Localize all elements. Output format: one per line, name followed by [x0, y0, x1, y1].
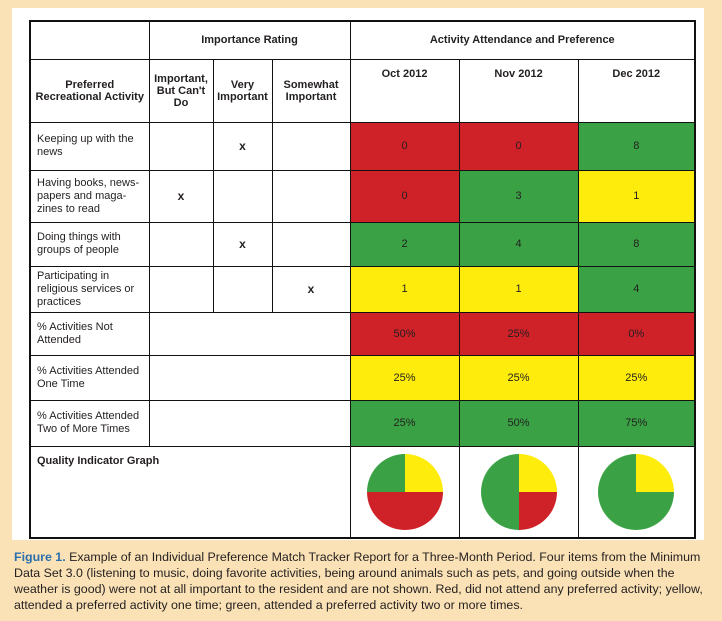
percent-cell: 25% [349, 399, 460, 447]
pie-chart-nov [480, 453, 557, 530]
summary-label: % Activities Attended One Time [29, 354, 150, 401]
attendance-cell: 8 [577, 121, 696, 171]
importance-mark [271, 221, 351, 267]
table-row: Keeping up with the news x 0 0 8 [29, 121, 696, 171]
pie-chart-cell-nov [458, 445, 579, 539]
activity-label: Doing things with groups of people [29, 221, 150, 267]
table-panel: Importance Rating Activity Attendance an… [12, 8, 704, 540]
column-header-very-important: Very Important [212, 58, 273, 123]
pie-chart-cell-oct [349, 445, 460, 539]
percent-cell: 50% [458, 399, 579, 447]
empty-cell [148, 311, 351, 356]
column-header-dec-2012: Dec 2012 [577, 58, 696, 123]
percent-cell: 50% [349, 311, 460, 356]
percent-cell: 25% [458, 311, 579, 356]
pie-chart-oct [366, 453, 443, 530]
attendance-cell: 1 [458, 265, 579, 313]
importance-mark: x [271, 265, 351, 313]
attendance-cell: 0 [458, 121, 579, 171]
importance-mark [212, 265, 273, 313]
importance-mark [271, 169, 351, 223]
column-header-somewhat-important: Somewhat Important [271, 58, 351, 123]
importance-mark [148, 265, 214, 313]
table-row: Doing things with groups of people x 2 4… [29, 221, 696, 267]
column-header-nov-2012: Nov 2012 [458, 58, 579, 123]
corner-cell [29, 20, 150, 60]
figure-caption: Figure 1. Example of an Individual Prefe… [14, 549, 710, 613]
attendance-cell: 4 [458, 221, 579, 267]
attendance-cell: 4 [577, 265, 696, 313]
table-row: % Activities Attended One Time 25% 25% 2… [29, 354, 696, 401]
attendance-cell: 8 [577, 221, 696, 267]
quality-indicator-label: Quality Indicator Graph [29, 445, 351, 539]
attendance-cell: 3 [458, 169, 579, 223]
percent-cell: 75% [577, 399, 696, 447]
importance-mark [212, 169, 273, 223]
figure-caption-label: Figure 1. [14, 550, 66, 564]
attendance-cell: 2 [349, 221, 460, 267]
empty-cell [148, 354, 351, 401]
pie-chart-cell-dec [577, 445, 696, 539]
summary-label: % Activities Not Attended [29, 311, 150, 356]
column-header-oct-2012: Oct 2012 [349, 58, 460, 123]
percent-cell: 25% [458, 354, 579, 401]
percent-cell: 25% [349, 354, 460, 401]
importance-mark [271, 121, 351, 171]
attendance-cell: 0 [349, 121, 460, 171]
table-row: Participating in religious services or p… [29, 265, 696, 313]
activity-label: Having books, news-papers and maga-zines… [29, 169, 150, 223]
percent-cell: 25% [577, 354, 696, 401]
preference-match-tracker-table: Importance Rating Activity Attendance an… [29, 20, 697, 539]
attendance-group-header: Activity Attendance and Preference [349, 20, 696, 60]
attendance-cell: 1 [349, 265, 460, 313]
importance-mark: x [148, 169, 214, 223]
importance-mark: x [212, 121, 273, 171]
attendance-cell: 0 [349, 169, 460, 223]
importance-mark [148, 121, 214, 171]
activity-label: Keeping up with the news [29, 121, 150, 171]
column-header-activity: Preferred Recreational Activity [29, 58, 150, 123]
pie-chart-dec [598, 453, 675, 530]
summary-label: % Activities Attended Two of More Times [29, 399, 150, 447]
table-row: % Activities Not Attended 50% 25% 0% [29, 311, 696, 356]
importance-mark [148, 221, 214, 267]
importance-mark: x [212, 221, 273, 267]
importance-rating-group-header: Importance Rating [148, 20, 351, 60]
table-row: Having books, news-papers and maga-zines… [29, 169, 696, 223]
table-row: Quality Indicator Graph [29, 445, 696, 539]
attendance-cell: 1 [577, 169, 696, 223]
figure-caption-text: Example of an Individual Preference Matc… [14, 550, 703, 612]
percent-cell: 0% [577, 311, 696, 356]
column-header-important-cant-do: Important, But Can't Do [148, 58, 214, 123]
empty-cell [148, 399, 351, 447]
activity-label: Participating in religious services or p… [29, 265, 150, 313]
table-row: % Activities Attended Two of More Times … [29, 399, 696, 447]
